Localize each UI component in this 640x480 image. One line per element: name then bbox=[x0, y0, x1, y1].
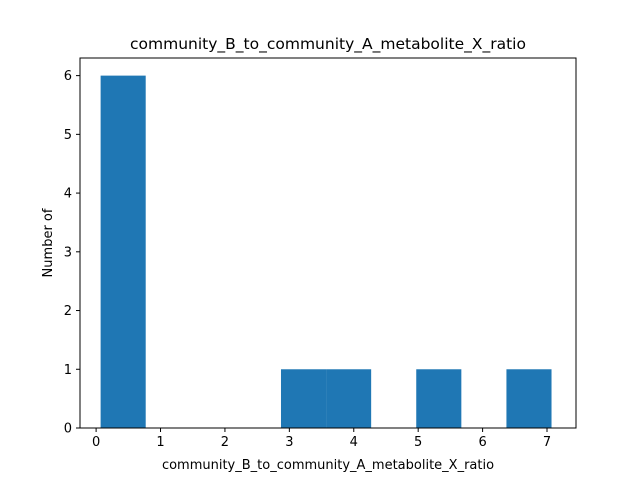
y-tick-label: 2 bbox=[64, 304, 72, 319]
y-tick-label: 3 bbox=[64, 245, 72, 260]
x-tick-label: 5 bbox=[414, 435, 422, 450]
plot-frame bbox=[79, 57, 577, 429]
y-tick-label: 6 bbox=[64, 69, 72, 84]
x-tick-label: 4 bbox=[350, 435, 358, 450]
y-tick-label: 0 bbox=[64, 422, 72, 437]
y-tick-label: 4 bbox=[64, 187, 72, 202]
x-tick-label: 2 bbox=[221, 435, 229, 450]
x-tick-label: 7 bbox=[543, 435, 551, 450]
histogram-bar-4 bbox=[280, 369, 327, 428]
histogram-bar-9 bbox=[506, 369, 552, 428]
x-tick-label: 1 bbox=[156, 435, 164, 450]
y-axis-label: Number of bbox=[41, 208, 56, 277]
x-tick-label: 3 bbox=[285, 435, 293, 450]
y-axis-ticks: 0 1 2 3 4 5 6 bbox=[64, 69, 80, 437]
histogram-bar-5 bbox=[326, 369, 372, 428]
bars bbox=[100, 75, 552, 428]
y-tick-label: 1 bbox=[64, 363, 72, 378]
x-axis-label: community_B_to_community_A_metabolite_X_… bbox=[162, 458, 494, 473]
y-tick-label: 5 bbox=[64, 128, 72, 143]
histogram-bar-7 bbox=[416, 369, 462, 428]
x-tick-label: 6 bbox=[478, 435, 486, 450]
histogram-bar-0 bbox=[100, 75, 146, 428]
x-tick-label: 0 bbox=[92, 435, 100, 450]
x-axis-ticks: 0 1 2 3 4 5 6 7 bbox=[92, 428, 551, 450]
chart-title: community_B_to_community_A_metabolite_X_… bbox=[130, 35, 526, 54]
